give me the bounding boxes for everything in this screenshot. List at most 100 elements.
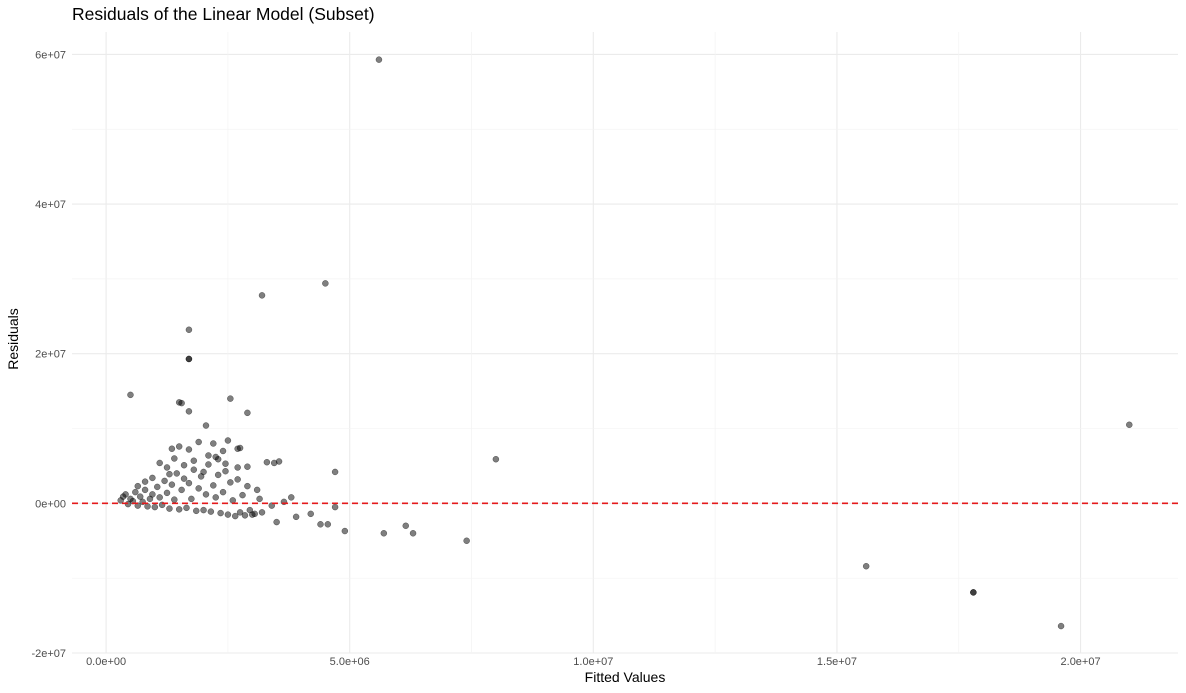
y-tick-label: 2e+07 [35, 349, 66, 361]
scatter-point [288, 494, 295, 501]
scatter-point [229, 497, 237, 504]
scatter-point [163, 489, 171, 497]
scatter-point [154, 483, 161, 491]
x-tick-label: 0.0e+00 [86, 656, 126, 668]
scatter-point [205, 452, 212, 459]
scatter-point [375, 56, 383, 63]
scatter-point [151, 503, 159, 511]
y-tick-label: 6e+07 [35, 49, 66, 61]
scatter-point [1057, 622, 1065, 630]
scatter-point [222, 460, 229, 467]
scatter-point [258, 509, 266, 516]
x-tick-label: 5.0e+06 [330, 656, 370, 668]
scatter-point [331, 468, 339, 476]
scatter-point [224, 437, 232, 444]
scatter-point [168, 445, 176, 452]
scatter-point [263, 458, 271, 466]
scatter-point [409, 530, 417, 537]
scatter-point [970, 589, 977, 596]
scatter-point [246, 506, 254, 514]
chart-title: Residuals of the Linear Model (Subset) [72, 4, 375, 24]
scatter-point [210, 440, 217, 447]
scatter-point [134, 482, 142, 490]
scatter-point [463, 537, 470, 545]
scatter-point [341, 527, 349, 535]
x-tick-label: 1.0e+07 [573, 656, 613, 668]
scatter-point [317, 521, 324, 528]
x-axis-ticks: 0.0e+00 5.0e+06 1.0e+07 1.5e+07 2.0e+07 [86, 656, 1101, 668]
scatter-point [166, 505, 173, 512]
scatter-point [331, 503, 339, 511]
scatter-point [324, 521, 332, 528]
scatter-point [1126, 421, 1133, 429]
scatter-point [210, 482, 217, 489]
scatter-point [185, 408, 193, 415]
scatter-point [227, 395, 234, 402]
scatter-point [180, 475, 188, 482]
scatter-point [207, 508, 215, 515]
scatter-point [292, 513, 300, 521]
scatter-point [244, 409, 251, 417]
y-tick-label: -2e+07 [31, 648, 66, 660]
x-tick-label: 2.0e+07 [1061, 656, 1101, 668]
scatter-point [178, 399, 185, 407]
scatter-point [180, 461, 188, 469]
scatter-point [183, 504, 190, 512]
y-axis-title: Residuals [5, 308, 21, 369]
scatter-point [136, 493, 144, 500]
x-axis-title: Fitted Values [585, 669, 666, 685]
scatter-point [188, 495, 195, 503]
scatter-point [307, 510, 314, 518]
scatter-point [171, 496, 178, 503]
scatter-point [253, 486, 261, 494]
scatter-point [185, 479, 193, 487]
scatter-point [219, 488, 227, 496]
scatter-point [258, 292, 266, 299]
x-tick-label: 1.5e+07 [817, 656, 857, 668]
scatter-point [141, 478, 149, 485]
scatter-point [168, 481, 176, 488]
scatter-point [244, 463, 251, 470]
scatter-point [244, 482, 251, 490]
scatter-point [236, 509, 244, 516]
scatter-point [122, 491, 129, 498]
scatter-point [219, 447, 227, 455]
scatter-point [380, 530, 388, 537]
scatter-point [163, 464, 171, 471]
y-tick-label: 0e+00 [35, 498, 66, 510]
scatter-point [192, 507, 200, 515]
scatter-point [195, 485, 202, 492]
scatter-point [322, 280, 329, 287]
scatter-point [227, 479, 234, 486]
scatter-point [144, 503, 151, 510]
scatter-point [205, 461, 212, 468]
scatter-point [149, 474, 156, 482]
scatter-point [239, 491, 246, 499]
scatter-point [195, 438, 202, 446]
scatter-point [149, 491, 156, 498]
scatter-point [256, 495, 263, 503]
scatter-point [190, 457, 198, 464]
scatter-point [166, 470, 173, 478]
scatter-point [251, 510, 258, 518]
scatter-point [185, 326, 193, 334]
scatter-point [212, 453, 219, 461]
y-axis-ticks: -2e+07 0e+00 2e+07 4e+07 6e+07 [31, 49, 66, 660]
scatter-point [224, 511, 232, 518]
scatter-point [175, 506, 183, 513]
scatter-point [173, 470, 181, 477]
scatter-point [132, 488, 139, 496]
scatter-point [141, 486, 149, 494]
scatter-point [127, 391, 134, 399]
scatter-point [234, 445, 241, 452]
scatter-point [275, 458, 283, 465]
scatter-point [190, 466, 198, 473]
scatter-point [185, 355, 193, 363]
scatter-point [171, 455, 178, 462]
scatter-point [178, 486, 185, 494]
scatter-point [222, 467, 229, 475]
scatter-point [492, 455, 500, 463]
y-tick-label: 4e+07 [35, 199, 66, 211]
scatter-point [862, 562, 870, 570]
